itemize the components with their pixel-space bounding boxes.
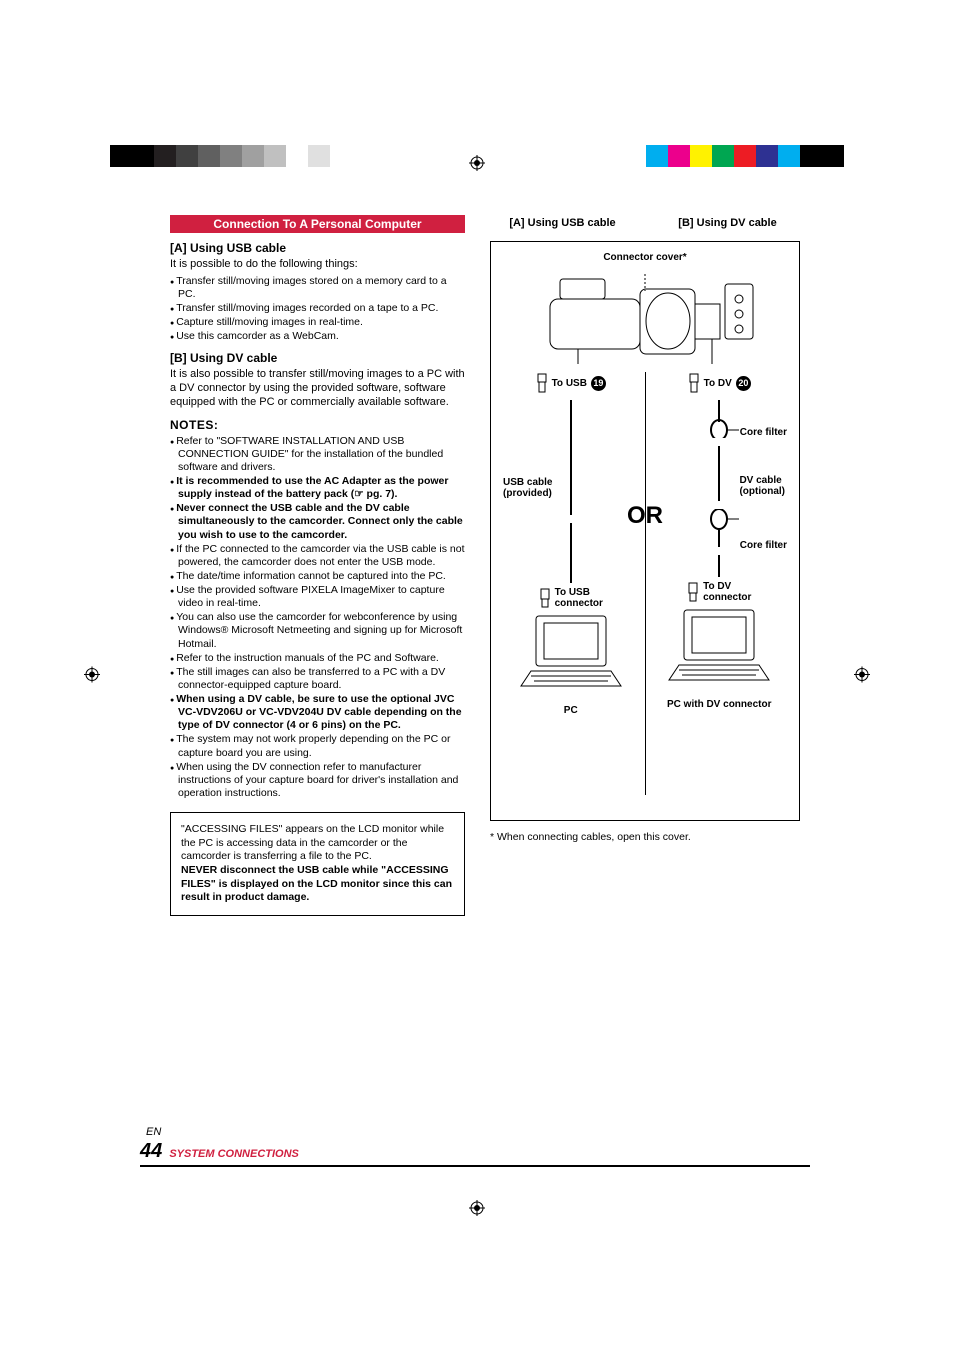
notes-list: Refer to "SOFTWARE INSTALLATION AND USB … <box>170 435 465 800</box>
diagram-footnote: * When connecting cables, open this cove… <box>490 831 800 843</box>
list-item: Refer to the instruction manuals of the … <box>170 652 465 665</box>
section-b-body: It is also possible to transfer still/mo… <box>170 368 465 409</box>
pc-dv-label: PC with DV connector <box>667 699 771 710</box>
page-number: 44 <box>140 1140 162 1162</box>
connection-diagram: Connector cover* <box>490 241 800 821</box>
pc-label: PC <box>564 705 578 716</box>
crop-bar <box>712 145 734 167</box>
crop-bar <box>822 145 844 167</box>
usb-plug-icon <box>536 372 548 394</box>
crop-bar <box>286 145 308 167</box>
crop-bar <box>734 145 756 167</box>
usb-cable-lower-icon <box>541 523 601 583</box>
to-dv-connector-label: To DV connector <box>687 581 751 603</box>
crop-bar <box>756 145 778 167</box>
usb-plug-bottom-icon <box>539 587 551 609</box>
crop-bar <box>308 145 330 167</box>
list-item: Refer to "SOFTWARE INSTALLATION AND USB … <box>170 435 465 474</box>
crop-bar <box>132 145 154 167</box>
crop-bar <box>154 145 176 167</box>
registration-target-left <box>84 666 100 685</box>
lang-code: EN <box>146 1126 161 1138</box>
list-item: If the PC connected to the camcorder via… <box>170 543 465 569</box>
list-item: Capture still/moving images in real-time… <box>170 316 465 329</box>
crop-bar <box>242 145 264 167</box>
pc-dv-icon <box>664 605 774 695</box>
crop-bar <box>220 145 242 167</box>
list-item: Use this camcorder as a WebCam. <box>170 330 465 343</box>
crop-bar <box>198 145 220 167</box>
left-column: Connection To A Personal Computer [A] Us… <box>170 215 465 916</box>
usb-cable-label: USB cable (provided) <box>503 477 552 499</box>
dv-cable-label: DV cable (optional) <box>739 475 785 497</box>
crop-bar <box>646 145 668 167</box>
to-usb-connector-label: To USB connector <box>539 587 603 609</box>
page-content: Connection To A Personal Computer [A] Us… <box>170 215 800 916</box>
camcorder-icon <box>530 269 760 364</box>
usb-ref-number: 19 <box>591 376 606 391</box>
crop-bar <box>690 145 712 167</box>
notes-title: NOTES: <box>170 418 465 432</box>
footer-section-title: SYSTEM CONNECTIONS <box>169 1148 299 1160</box>
list-item: The date/time information cannot be capt… <box>170 570 465 583</box>
section-a-list: Transfer still/moving images stored on a… <box>170 275 465 344</box>
registration-target-right <box>854 666 870 685</box>
list-item: Never connect the USB cable and the DV c… <box>170 502 465 541</box>
section-heading-bar: Connection To A Personal Computer <box>170 215 465 233</box>
to-usb-label: To USB 19 <box>536 372 606 394</box>
crop-bar <box>264 145 286 167</box>
page-footer: EN 44 SYSTEM CONNECTIONS <box>140 1140 810 1167</box>
crop-bar <box>624 145 646 167</box>
or-label: OR <box>627 502 663 530</box>
crop-bar <box>176 145 198 167</box>
right-column: [A] Using USB cable [B] Using DV cable C… <box>490 215 800 916</box>
core-filter-bottom-label: Core filter <box>740 540 787 551</box>
crop-bar <box>778 145 800 167</box>
diagram-dv-column: To DV 20 Core filter <box>646 372 794 795</box>
registration-target-bottom <box>469 1200 485 1219</box>
diagram-header-a: [A] Using USB cable <box>490 217 635 229</box>
dv-cable-lower-icon <box>689 555 749 577</box>
section-a-intro: It is possible to do the following thing… <box>170 258 465 272</box>
list-item: The system may not work properly dependi… <box>170 733 465 759</box>
list-item: When using a DV cable, be sure to use th… <box>170 693 465 732</box>
diagram-header: [A] Using USB cable [B] Using DV cable <box>490 217 800 229</box>
list-item: Transfer still/moving images recorded on… <box>170 302 465 315</box>
list-item: Transfer still/moving images stored on a… <box>170 275 465 301</box>
dv-plug-icon <box>688 372 700 394</box>
warning-line2: NEVER disconnect the USB cable while "AC… <box>181 864 452 903</box>
warning-line1: "ACCESSING FILES" appears on the LCD mon… <box>181 823 444 862</box>
dv-plug-bottom-icon <box>687 581 699 603</box>
core-filter-top-label: Core filter <box>740 427 787 438</box>
crop-bar <box>800 145 822 167</box>
registration-target-top <box>469 155 485 174</box>
list-item: When using the DV connection refer to ma… <box>170 761 465 800</box>
list-item: The still images can also be transferred… <box>170 666 465 692</box>
section-a-title: [A] Using USB cable <box>170 241 465 255</box>
crop-bar <box>110 145 132 167</box>
diagram-usb-column: To USB 19 USB cable (provided) <box>497 372 646 795</box>
section-b-title: [B] Using DV cable <box>170 351 465 365</box>
list-item: It is recommended to use the AC Adapter … <box>170 475 465 501</box>
list-item: You can also use the camcorder for webco… <box>170 611 465 650</box>
connector-cover-label: Connector cover* <box>497 252 793 263</box>
list-item: Use the provided software PIXELA ImageMi… <box>170 584 465 610</box>
dv-ref-number: 20 <box>736 376 751 391</box>
to-dv-label: To DV 20 <box>688 372 751 394</box>
warning-box: "ACCESSING FILES" appears on the LCD mon… <box>170 812 465 916</box>
diagram-header-b: [B] Using DV cable <box>655 217 800 229</box>
pc-icon <box>516 611 626 701</box>
crop-bar <box>668 145 690 167</box>
